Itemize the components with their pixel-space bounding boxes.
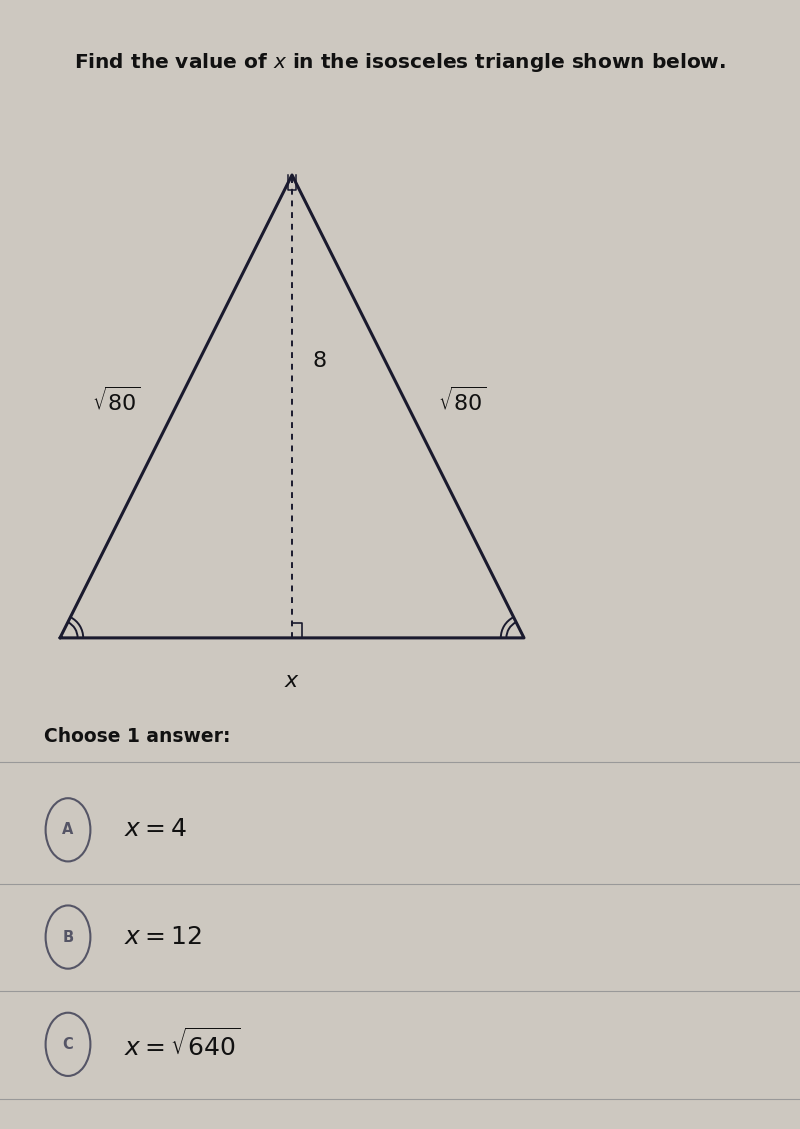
Text: B: B (62, 929, 74, 945)
Text: $\sqrt{80}$: $\sqrt{80}$ (92, 386, 140, 415)
Text: $x$: $x$ (284, 671, 300, 691)
Text: $x = 4$: $x = 4$ (124, 819, 186, 841)
Text: 8: 8 (312, 351, 326, 371)
Text: A: A (62, 822, 74, 838)
Text: $\sqrt{80}$: $\sqrt{80}$ (438, 386, 486, 415)
Text: $x = \sqrt{640}$: $x = \sqrt{640}$ (124, 1029, 241, 1060)
Text: $x = 12$: $x = 12$ (124, 926, 202, 948)
Text: C: C (62, 1036, 74, 1052)
Text: Choose 1 answer:: Choose 1 answer: (44, 727, 230, 745)
Text: Find the value of $x$ in the isosceles triangle shown below.: Find the value of $x$ in the isosceles t… (74, 51, 726, 73)
